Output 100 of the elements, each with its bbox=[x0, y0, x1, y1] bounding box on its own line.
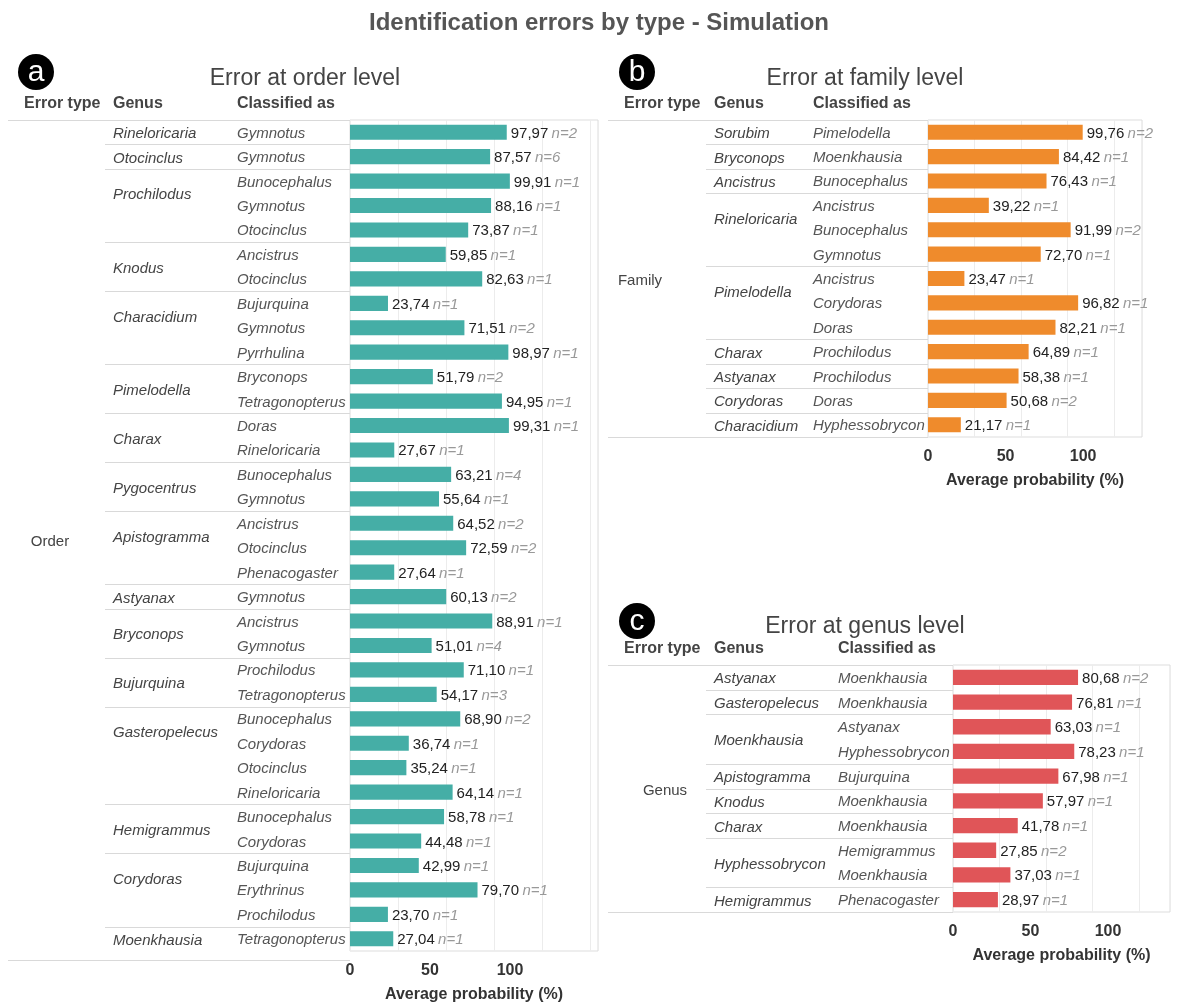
y-tick-label: Prochilodus bbox=[813, 367, 892, 385]
bar bbox=[928, 319, 1056, 335]
y-tick-label: Tetragonopterus bbox=[237, 685, 347, 703]
x-tick-label: 100 bbox=[1094, 921, 1122, 939]
chart-title: Error at genus level bbox=[765, 611, 965, 638]
x-tick-label: 50 bbox=[1021, 921, 1040, 939]
y-tick-label: Corydoras bbox=[237, 832, 307, 850]
y-tick-label: Moenkhausia bbox=[813, 148, 903, 166]
bar bbox=[928, 222, 1071, 238]
data-label: 60,13 n=2 bbox=[450, 588, 518, 606]
data-label: 39,22 n=1 bbox=[992, 196, 1060, 214]
text: Genus bbox=[113, 94, 163, 112]
y-tick-label: Gymnotus bbox=[237, 588, 306, 606]
y-tick-label: Doras bbox=[813, 318, 854, 336]
data-label: 44,48 n=1 bbox=[425, 832, 492, 850]
x-tick-label: 100 bbox=[496, 960, 524, 978]
y2-tick-label: Hemigrammus bbox=[714, 891, 812, 909]
y-tick-label: Otocinclus bbox=[237, 270, 308, 288]
y2-tick-label: Corydoras bbox=[714, 391, 784, 409]
y-tick-label: Prochilodus bbox=[237, 905, 316, 923]
y-tick-label: Bryconops bbox=[237, 368, 309, 386]
bar bbox=[350, 564, 395, 580]
text: Genus bbox=[714, 639, 764, 657]
y-tick-label: Prochilodus bbox=[813, 343, 892, 361]
y-tick-label: Doras bbox=[237, 417, 278, 435]
bar bbox=[953, 793, 1043, 809]
data-label: 41,78 n=1 bbox=[1021, 817, 1089, 835]
x-tick-label: 0 bbox=[923, 446, 933, 464]
data-label: 27,64 n=1 bbox=[398, 563, 465, 581]
data-label: 64,14 n=1 bbox=[456, 783, 523, 801]
data-label: 64,52 n=2 bbox=[457, 514, 525, 532]
data-label: 76,43 n=1 bbox=[1050, 172, 1117, 190]
y-tick-label: Moenkhausia bbox=[838, 668, 928, 686]
data-label: 28,97 n=1 bbox=[1001, 891, 1069, 909]
data-label: 94,95 n=1 bbox=[505, 392, 573, 410]
bar bbox=[350, 637, 432, 654]
bar bbox=[350, 149, 491, 165]
y-tick-label: Gymnotus bbox=[237, 123, 306, 141]
bar bbox=[953, 891, 998, 908]
text: Identification errors by type - Simulation bbox=[368, 8, 830, 36]
y2-tick-label: Hemigrammus bbox=[113, 820, 211, 838]
data-label: 27,04 n=1 bbox=[397, 930, 464, 948]
y2-tick-label: Knodus bbox=[113, 258, 164, 276]
bar bbox=[350, 222, 469, 238]
data-label: 64,89 n=1 bbox=[1032, 343, 1099, 361]
y-tick-label: Moenkhausia bbox=[838, 866, 928, 884]
y-tick-label: Hyphessobrycon bbox=[813, 416, 925, 434]
data-label: 71,10 n=1 bbox=[467, 661, 535, 679]
data-label: 51,79 n=2 bbox=[436, 368, 504, 386]
data-label: 68,90 n=2 bbox=[464, 710, 532, 728]
y-tick-label: Tetragonopterus bbox=[237, 392, 347, 410]
data-label: 23,70 n=1 bbox=[391, 905, 459, 923]
x-axis-title: Average probability (%) bbox=[945, 470, 1125, 488]
y2-tick-label: Prochilodus bbox=[113, 184, 192, 202]
data-label: 21,17 n=1 bbox=[964, 416, 1032, 434]
bar bbox=[350, 369, 433, 385]
y-tick-label: Corydoras bbox=[813, 294, 883, 312]
bar bbox=[928, 368, 1019, 384]
y-tick-label: Phenacogaster bbox=[838, 891, 940, 909]
y2-tick-label: Otocinclus bbox=[113, 148, 184, 166]
bar bbox=[350, 613, 493, 629]
y2-tick-label: Ancistrus bbox=[714, 172, 776, 190]
data-label: 54,17 n=3 bbox=[440, 685, 508, 703]
y-tick-label: Bujurquina bbox=[237, 294, 309, 312]
bar bbox=[928, 149, 1059, 165]
y-tick-label: Gymnotus bbox=[237, 636, 306, 654]
bar bbox=[350, 124, 507, 140]
y-tick-label: Hemigrammus bbox=[838, 841, 937, 859]
text: Family bbox=[617, 270, 663, 287]
x-tick-label: 100 bbox=[1069, 446, 1097, 464]
y-tick-label: Doras bbox=[813, 391, 854, 409]
y-tick-label: Ancistrus bbox=[236, 245, 300, 263]
y2-tick-label: Pimelodella bbox=[714, 282, 792, 300]
x-tick-label: 0 bbox=[345, 960, 355, 978]
y2-tick-label: Moenkhausia bbox=[714, 730, 804, 748]
data-label: 58,38 n=1 bbox=[1022, 367, 1089, 385]
bar bbox=[953, 817, 1018, 834]
y-tick-label: Ancistrus bbox=[236, 514, 300, 532]
data-label: 91,99 n=2 bbox=[1074, 221, 1142, 239]
chart-title: Error at family level bbox=[766, 63, 964, 90]
x-tick-label: 50 bbox=[996, 446, 1015, 464]
text: Error type bbox=[24, 94, 101, 112]
data-label: 55,64 n=1 bbox=[443, 490, 510, 508]
data-label: 59,85 n=1 bbox=[449, 245, 517, 263]
data-label: 82,63 n=1 bbox=[486, 270, 553, 288]
y-tick-label: Moenkhausia bbox=[838, 693, 928, 711]
y-tick-label: Otocinclus bbox=[237, 539, 308, 557]
y2-tick-label: Hyphessobrycon bbox=[714, 854, 826, 872]
data-label: 99,91 n=1 bbox=[513, 172, 581, 190]
data-label: 78,23 n=1 bbox=[1078, 742, 1145, 760]
y-tick-label: Ancistrus bbox=[812, 196, 876, 214]
bar bbox=[953, 842, 997, 858]
text: Classified as bbox=[838, 639, 936, 657]
y2-tick-label: Knodus bbox=[714, 792, 765, 810]
y2-tick-label: Sorubim bbox=[714, 123, 770, 141]
bar bbox=[350, 589, 447, 605]
x-axis-title: Average probability (%) bbox=[384, 984, 564, 1002]
data-label: 82,21 n=1 bbox=[1059, 318, 1126, 336]
bar bbox=[953, 694, 1073, 710]
x-axis-title: Average probability (%) bbox=[972, 945, 1151, 963]
